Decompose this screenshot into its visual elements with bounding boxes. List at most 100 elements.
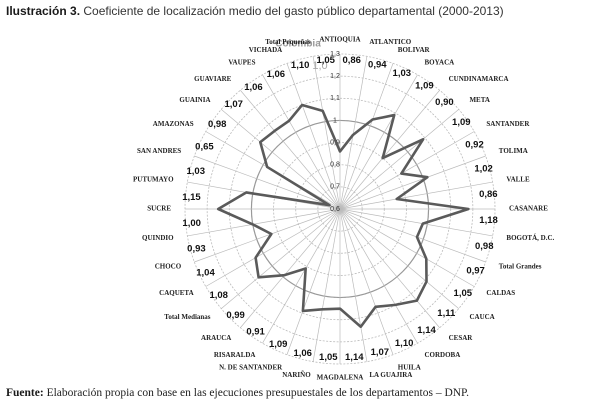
spoke xyxy=(339,208,475,287)
value-label: 0,98 xyxy=(475,241,494,252)
category-label: CAUCA xyxy=(469,313,494,321)
r-tick-label: 1 xyxy=(333,117,337,124)
value-label: 1,14 xyxy=(417,325,436,336)
category-label: ARAUCA xyxy=(201,334,231,342)
spoke xyxy=(194,208,341,263)
caption-title: Coeficiente de localización medio del ga… xyxy=(83,4,504,18)
category-label: VAUPES xyxy=(228,58,255,66)
value-label: 1,05 xyxy=(454,288,473,299)
category-label: Total Pequeñas xyxy=(265,38,311,46)
value-label: 0,97 xyxy=(466,265,485,276)
series-line xyxy=(216,103,470,329)
r-tick-label: 0,7 xyxy=(330,184,340,191)
category-label: CORDOBA xyxy=(425,351,461,359)
value-label: 1,18 xyxy=(479,215,498,226)
caption: Ilustración 3. Coeficiente de localizaci… xyxy=(6,4,504,18)
value-label: 1,05 xyxy=(319,352,338,363)
spoke xyxy=(312,208,341,362)
category-label: VALLE xyxy=(506,175,530,183)
value-label: 1,11 xyxy=(437,308,456,319)
value-label: 1,08 xyxy=(209,290,228,301)
value-label: 1,14 xyxy=(345,352,364,363)
value-label: 1,06 xyxy=(293,348,312,359)
category-label: MAGDALENA xyxy=(317,374,364,382)
value-label: 1,09 xyxy=(415,81,434,92)
spoke xyxy=(339,56,368,210)
caption-label: Ilustración 3. xyxy=(6,4,81,18)
value-label: 1,03 xyxy=(393,68,412,79)
r-tick-label: 0,6 xyxy=(330,206,340,213)
value-label: 0,92 xyxy=(465,139,484,150)
category-label: BOGOTÁ, D.C. xyxy=(506,234,554,242)
category-label: GUAVIARE xyxy=(194,75,232,83)
category-label: Total Grandes xyxy=(499,262,542,270)
category-label: CASANARE xyxy=(509,205,548,213)
category-label: CHOCO xyxy=(155,262,182,270)
spoke xyxy=(339,208,486,263)
value-label: 1,03 xyxy=(186,166,205,177)
category-label: CESAR xyxy=(449,334,474,342)
category-label: SAN ANDRES xyxy=(137,147,181,155)
value-label: 1,00 xyxy=(182,218,201,229)
spoke xyxy=(339,208,459,309)
spoke xyxy=(312,56,341,210)
category-label: VICHADA xyxy=(249,46,282,54)
value-label: 0,93 xyxy=(187,243,206,254)
category-label: AMAZONAS xyxy=(153,120,194,128)
spoke xyxy=(286,63,341,210)
spoke xyxy=(339,208,368,362)
value-label: 1,09 xyxy=(452,117,471,128)
spoke xyxy=(339,208,418,344)
value-label: 0,98 xyxy=(208,119,227,130)
value-label: 0,91 xyxy=(246,326,265,337)
category-label: BOYACA xyxy=(425,58,455,66)
category-label: NARIÑO xyxy=(282,371,311,379)
source-text: Elaboración propia con base en las ejecu… xyxy=(46,387,470,399)
spoke xyxy=(339,155,486,210)
spoke xyxy=(194,155,341,210)
r-tick-label: 1,2 xyxy=(330,73,340,80)
value-label: 1,02 xyxy=(474,164,493,175)
category-label: ATLANTICO xyxy=(369,38,411,46)
value-label: 0,90 xyxy=(435,97,454,108)
category-label: TOLIMA xyxy=(499,147,528,155)
r-tick-label: 1,1 xyxy=(330,95,340,102)
spoke xyxy=(339,208,493,237)
source-label: Fuente: xyxy=(6,387,44,399)
category-label: GUAINIA xyxy=(179,96,210,104)
category-label: Total Medianas xyxy=(164,313,210,321)
category-label: CUNDINAMARCA xyxy=(449,75,509,83)
spoke xyxy=(240,208,341,328)
reference-label: 1,0 xyxy=(312,60,327,72)
spoke xyxy=(262,208,341,344)
category-label: N. DE SANTANDER xyxy=(219,363,283,371)
category-label: SUCRE xyxy=(147,205,171,213)
r-tick-label: 1,3 xyxy=(330,51,340,58)
spoke xyxy=(339,90,440,210)
category-label: QUINDIO xyxy=(142,234,174,242)
spoke xyxy=(339,63,394,210)
value-label: 1,10 xyxy=(291,60,310,71)
spoke xyxy=(339,74,418,210)
spoke xyxy=(339,208,394,355)
spoke xyxy=(240,90,341,210)
value-label: 1,15 xyxy=(182,192,201,203)
category-label: CAQUETA xyxy=(159,289,193,297)
category-label: RISARALDA xyxy=(214,351,256,359)
category-label: HUILA xyxy=(398,363,421,371)
value-label: 0,65 xyxy=(195,142,214,153)
value-label: 0,86 xyxy=(342,55,361,66)
value-label: 0,94 xyxy=(368,59,387,70)
category-label: META xyxy=(469,96,489,104)
category-label: LA GUAJIRA xyxy=(369,371,412,379)
category-label: ANTIOQUIA xyxy=(319,36,360,44)
value-label: 0,99 xyxy=(226,310,245,321)
spoke xyxy=(339,109,459,210)
value-label: 1,10 xyxy=(395,338,414,349)
value-label: 1,06 xyxy=(244,82,263,93)
source: Fuente: Elaboración propia con base en l… xyxy=(6,387,469,399)
value-label: 0,86 xyxy=(479,189,498,200)
value-label: 1,07 xyxy=(224,99,243,110)
spoke xyxy=(221,208,341,309)
value-label: 1,04 xyxy=(196,268,215,279)
